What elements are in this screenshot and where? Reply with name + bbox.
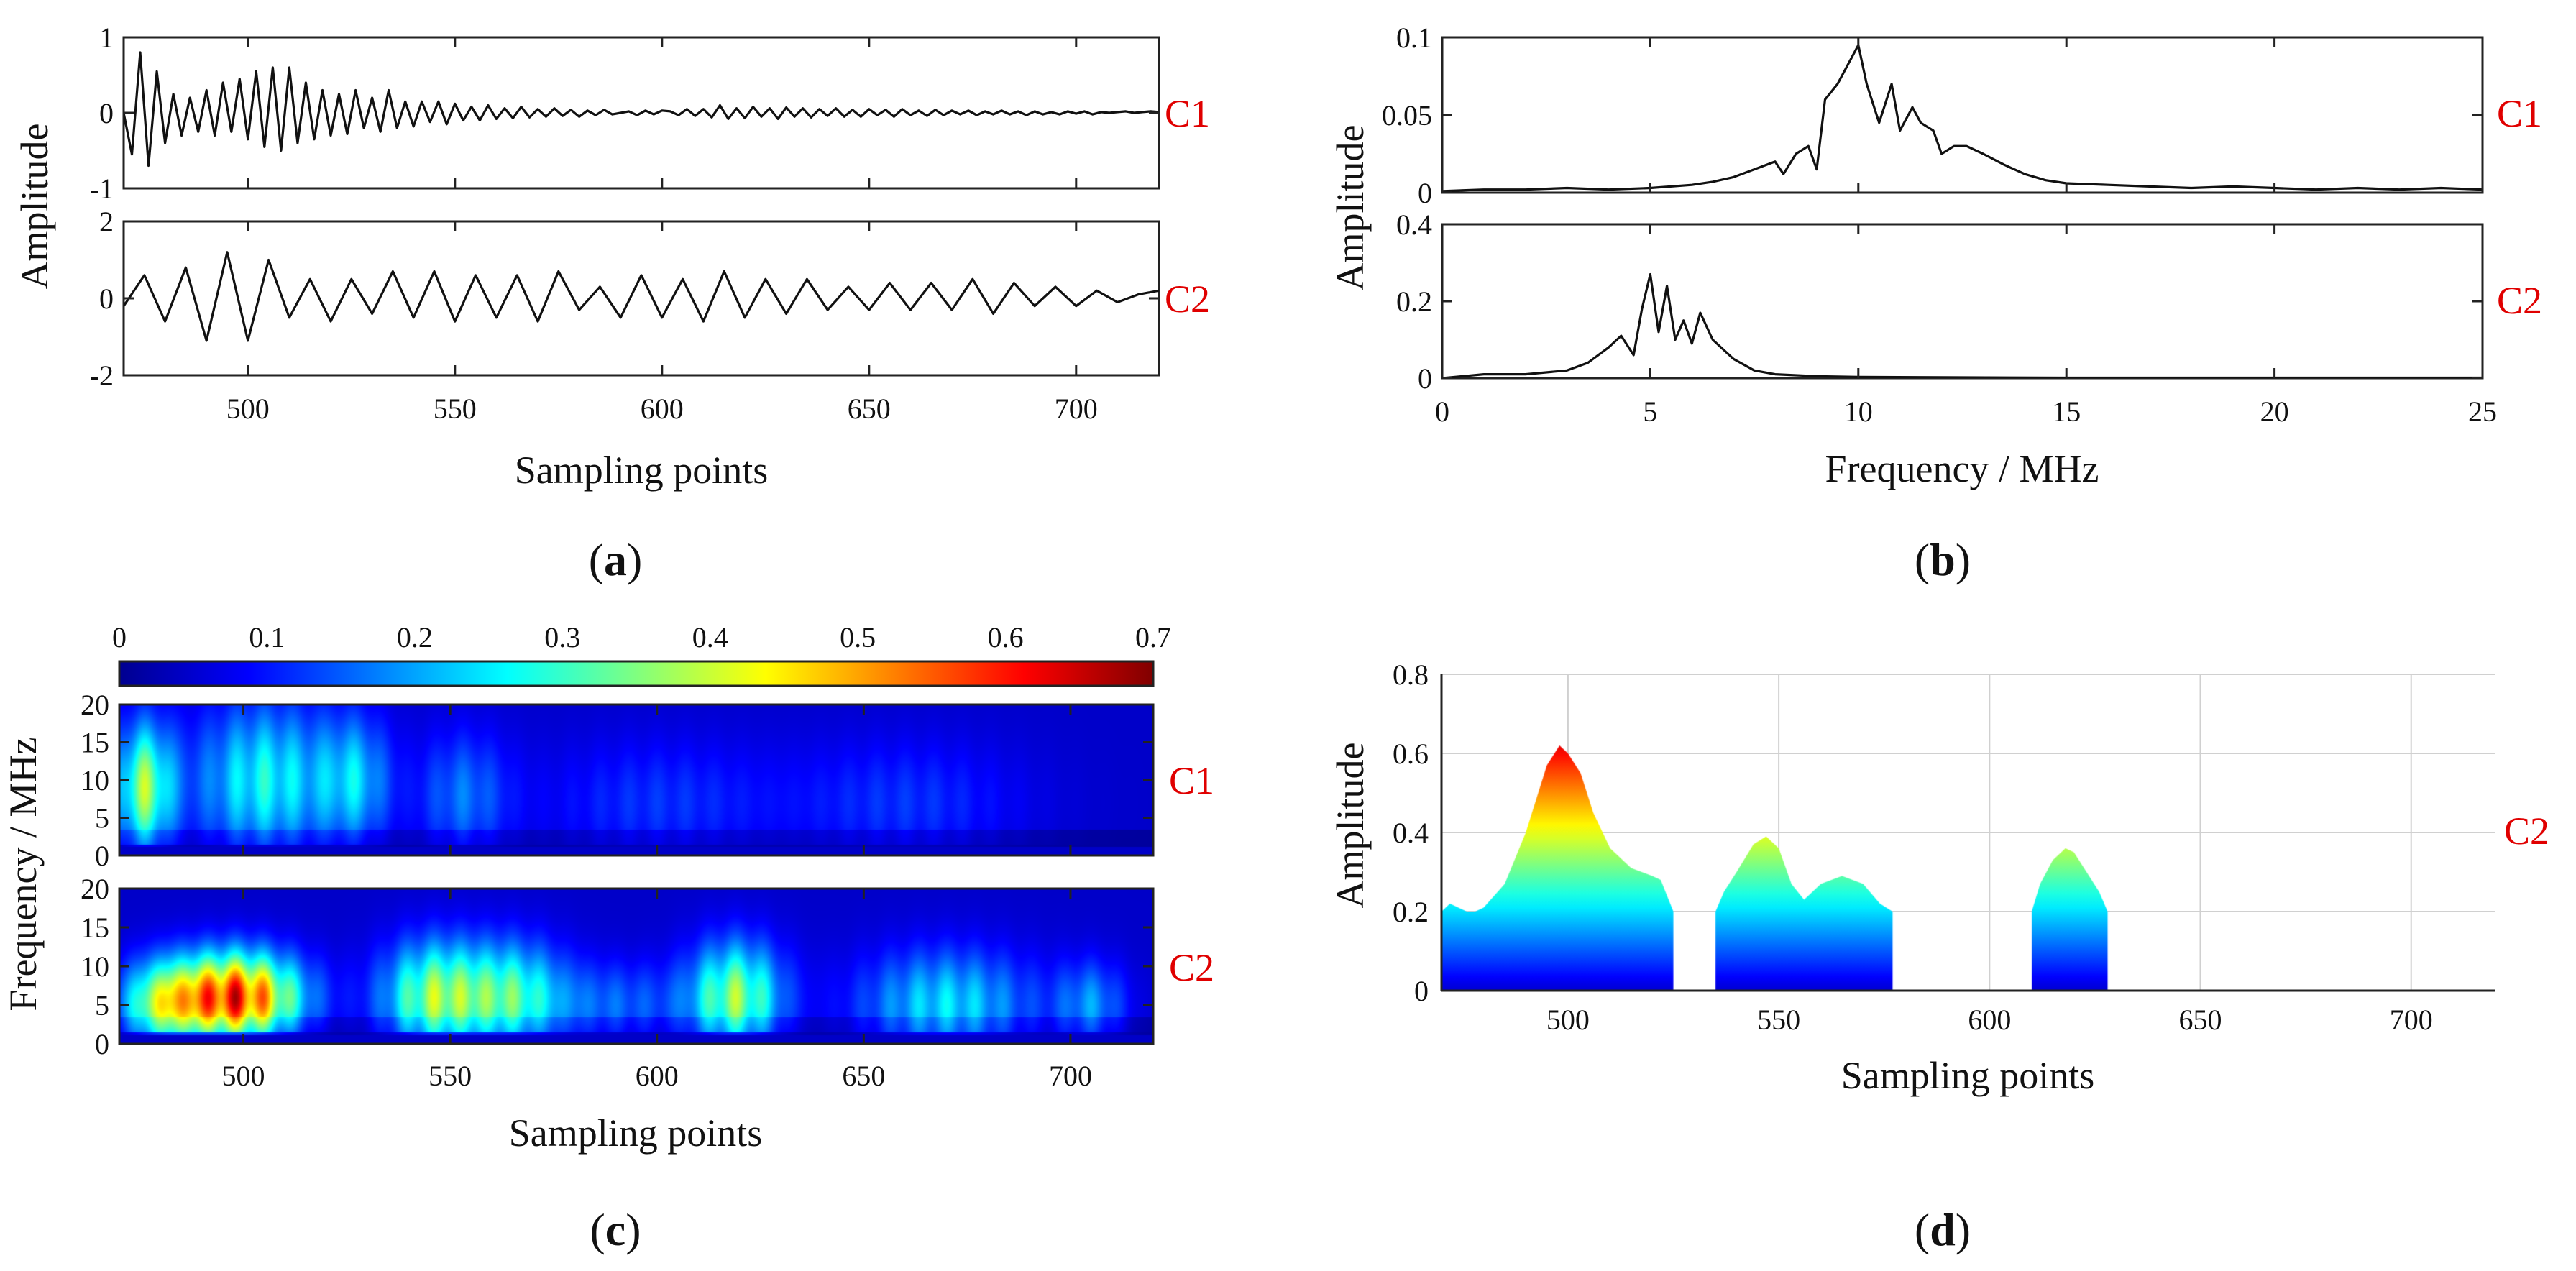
panel-a-c1-signal-line — [124, 51, 1159, 168]
panel-a-c2-xtick-label: 650 — [848, 393, 891, 425]
panel-d-ytick-label: 0.6 — [1393, 738, 1429, 770]
panel-d-caption: (d) — [1915, 1204, 1971, 1255]
panel-b-c1-label: C1 — [2497, 92, 2542, 135]
panel-d-ylabel: Amplitude — [1329, 743, 1372, 909]
panel-a-letter: a — [604, 534, 627, 585]
panel-b-c1-ytick-label: 0.1 — [1396, 22, 1432, 54]
panel-b-c2-spectrum-line — [1442, 272, 2483, 378]
panel-b-letter: b — [1930, 534, 1956, 585]
panel-c-c1-ytick-label: 15 — [81, 727, 109, 759]
panel-d-ytick-label: 0.8 — [1393, 659, 1429, 691]
panel-c-c1-ytick-label: 10 — [81, 764, 109, 797]
panel-d-c2-area — [1441, 674, 2495, 991]
panel-d-ytick-label: 0.2 — [1393, 896, 1429, 928]
panel-b-c1-ytick-label: 0.05 — [1382, 99, 1432, 132]
panel-b: 0 5 10 15 20 25 0 0.05 0.1 0 0.2 0.4 Frequency / MH… — [1329, 22, 2542, 585]
panel-c-colorbar-tick-label: 0.1 — [249, 621, 285, 653]
panel-c-c2-ytick-label: 0 — [95, 1028, 109, 1060]
panel-c-c2-ytick-label: 10 — [81, 950, 109, 983]
panel-a-caption: (a) — [589, 534, 643, 585]
panel-c-c1-ytick-label: 0 — [95, 840, 109, 872]
panel-c-c1-label: C1 — [1169, 759, 1214, 802]
panel-d-ytick-label: 0 — [1414, 975, 1429, 1007]
panel-c-ylabel: Frequency / MHz — [1, 738, 45, 1011]
panel-a-c1-ytick-label: 0 — [99, 97, 114, 129]
panel-a-c2-xtick-label: 500 — [226, 393, 270, 425]
panel-b-c2-xtick-label: 20 — [2260, 395, 2289, 428]
panel-d-xtick-label: 500 — [1546, 1004, 1590, 1036]
panel-c-c2-ytick-label: 5 — [95, 989, 109, 1022]
panel-b-c2-xtick-label: 25 — [2468, 395, 2497, 428]
panel-d-ticks: 500 550 600 650 700 0 0.2 0.4 0.6 0.8 — [1393, 659, 2433, 1036]
panel-b-c2-label: C2 — [2497, 279, 2542, 322]
panel-b-c2-ytick-label: 0.4 — [1396, 208, 1432, 241]
panel-c-c2-xtick-label: 650 — [842, 1060, 885, 1092]
panel-b-xlabel: Frequency / MHz — [1825, 447, 2099, 490]
panel-a-c1-ytick-label: 1 — [99, 22, 114, 54]
panel-d-xlabel: Sampling points — [1841, 1054, 2095, 1097]
panel-c-colorbar-ticks: 0 0.1 0.2 0.3 0.4 0.5 0.6 0.7 — [112, 621, 1171, 653]
panel-b-c2-ytick-label: 0.2 — [1396, 285, 1432, 318]
panel-c-c2-ytick-label: 15 — [81, 912, 109, 944]
panel-c-xlabel: Sampling points — [509, 1111, 763, 1155]
panel-c-c2-xtick-label: 600 — [636, 1060, 679, 1092]
panel-b-caption: (b) — [1915, 534, 1971, 585]
panel-c-c1-scalogram — [119, 705, 1153, 855]
panel-a-c2-signal-line — [124, 251, 1159, 342]
panel-c-ticks: 0 5 10 15 20 500 550 600 650 700 0 5 10 15 20 — [81, 689, 1153, 1092]
panel-a-c1-label: C1 — [1165, 92, 1210, 135]
panel-c-c2-xtick-label: 550 — [428, 1060, 472, 1092]
panel-a-c2-ytick-label: 2 — [99, 206, 114, 238]
panel-a-c2-xtick-label: 600 — [641, 393, 684, 425]
panel-a-c1-ytick-label: -1 — [90, 173, 114, 205]
panel-d-xtick-label: 550 — [1757, 1004, 1800, 1036]
panel-c: 0 0.1 0.2 0.3 0.4 0.5 0.6 0.7 0 5 10 15 20 500 550 600… — [1, 621, 1214, 1255]
panel-d-letter: d — [1930, 1204, 1956, 1255]
panel-c-colorbar-tick-label: 0.2 — [397, 621, 433, 653]
panel-c-colorbar-tick-label: 0 — [112, 621, 127, 653]
panel-d-ytick-label: 0.4 — [1393, 817, 1429, 849]
panel-b-ylabel: Amplitude — [1329, 125, 1372, 291]
panel-b-c2-xtick-label: 15 — [2052, 395, 2081, 428]
panel-a-ylabel: Amplitude — [13, 124, 56, 290]
panel-c-c2-xtick-label: 500 — [222, 1060, 265, 1092]
panel-c-letter: c — [605, 1204, 625, 1255]
panel-b-c2-xtick-label: 5 — [1643, 395, 1657, 428]
panel-a-c2-xtick-label: 700 — [1055, 393, 1098, 425]
panel-c-caption: (c) — [590, 1204, 641, 1255]
panel-c-c2-scalogram — [119, 889, 1153, 1044]
panel-b-c2-xtick-label: 0 — [1435, 395, 1449, 428]
panel-b-c1-spectrum-line — [1442, 44, 2483, 193]
panel-b-c2-xtick-label: 10 — [1844, 395, 1873, 428]
panel-c-c2-ytick-label: 20 — [81, 873, 109, 905]
panel-d-xtick-label: 600 — [1968, 1004, 2011, 1036]
panel-c-c1-ytick-label: 20 — [81, 689, 109, 721]
panel-a-c2-ytick-label: -2 — [90, 359, 114, 392]
panel-d-c2-label: C2 — [2504, 809, 2549, 853]
panel-c-c2-xtick-label: 700 — [1049, 1060, 1092, 1092]
panel-b-c1-frame — [1441, 36, 2484, 194]
panel-a-c2-ytick-label: 0 — [99, 283, 114, 315]
panel-c-c1-ytick-label: 5 — [95, 802, 109, 835]
panel-a-c2-xtick-label: 550 — [434, 393, 477, 425]
panel-c-colorbar — [118, 660, 1155, 687]
panel-b-ticks: 0 5 10 15 20 25 0 0.05 0.1 0 0.2 0.4 — [1382, 22, 2497, 428]
panel-c-colorbar-tick-label: 0.3 — [544, 621, 580, 653]
panel-b-c2-ytick-label: 0 — [1418, 362, 1432, 395]
panel-c-colorbar-tick-label: 0.6 — [988, 621, 1024, 653]
panel-b-c1-ytick-label: 0 — [1418, 177, 1432, 209]
panel-a-c2-label: C2 — [1165, 277, 1210, 321]
panel-c-c2-label: C2 — [1169, 946, 1214, 989]
panel-d-xtick-label: 700 — [2390, 1004, 2433, 1036]
panel-c-colorbar-tick-label: 0.4 — [692, 621, 728, 653]
panel-c-colorbar-tick-label: 0.7 — [1135, 621, 1171, 653]
panel-c-colorbar-tick-label: 0.5 — [840, 621, 876, 653]
panel-d-xtick-label: 650 — [2179, 1004, 2222, 1036]
panel-a: 500 550 600 650 700-101-202 Sampling points … — [13, 22, 1210, 585]
panel-d: 500 550 600 650 700 0 0.2 0.4 0.6 0.8 Sampling po… — [1329, 659, 2549, 1255]
panel-a-xlabel: Sampling points — [515, 449, 769, 492]
panel-a-ticks: 500 550 600 650 700 -1 0 1 -2 0 2 — [90, 22, 1159, 425]
